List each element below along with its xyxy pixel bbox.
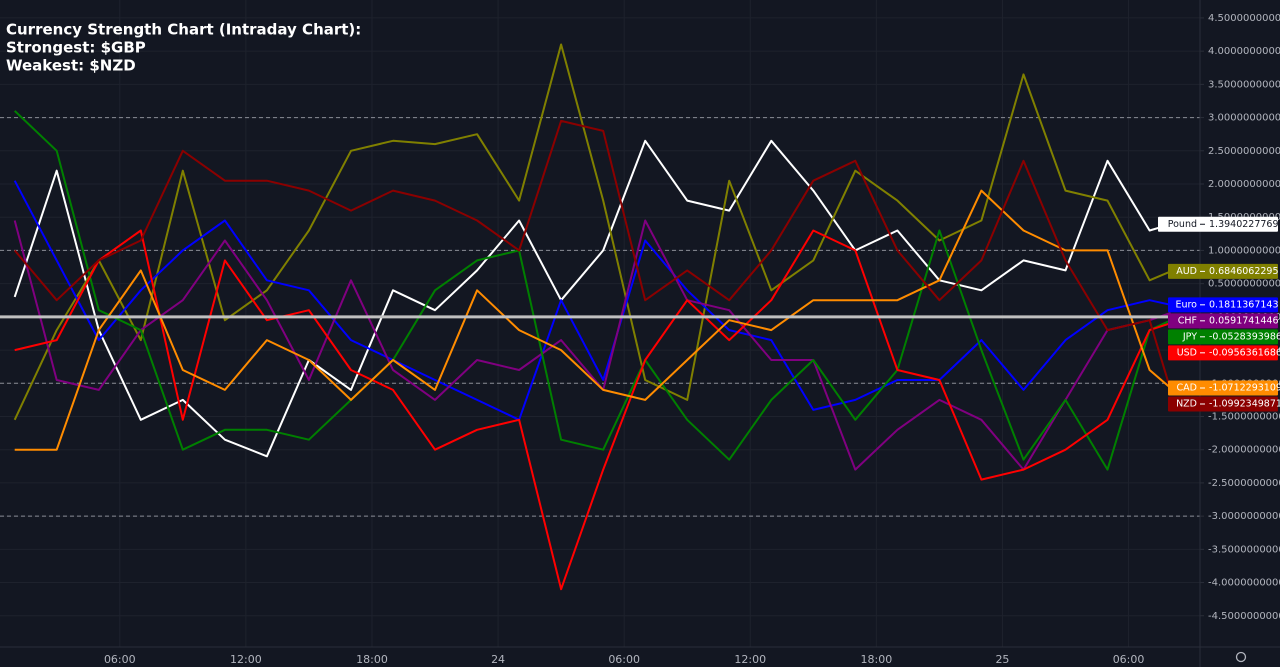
y-tick-label: -3.5000000000	[1208, 544, 1280, 555]
tag-box	[1168, 396, 1278, 412]
series-line	[14, 189, 1172, 451]
series-line	[13, 139, 1171, 458]
tag-box	[1168, 263, 1278, 279]
y-tick-label: -4.5000000000	[1208, 611, 1280, 622]
y-tick-label: 3.5000000000	[1208, 79, 1280, 90]
x-tick-label: 18:00	[861, 653, 893, 666]
y-tick-label: -3.0000000000	[1208, 511, 1280, 522]
value-tag: JPY -0.0528393986	[1168, 329, 1280, 345]
plot	[0, 43, 1200, 591]
value-label: -0.0956361686	[1209, 347, 1280, 358]
legend-label: USD	[1177, 347, 1197, 358]
chart-title: Currency Strength Chart (Intraday Chart)…	[6, 21, 361, 39]
legend-label: AUD	[1176, 266, 1197, 277]
tag-box	[1168, 345, 1278, 361]
value-label: 0.6846062295	[1209, 266, 1279, 277]
y-tick-label: -2.5000000000	[1208, 478, 1280, 489]
value-label: 0.0591741446	[1209, 315, 1279, 326]
x-tick-label: 24	[491, 653, 505, 666]
y-tick-label: 0.5000000000	[1208, 279, 1280, 290]
tag-box	[1168, 313, 1278, 329]
y-tick-label: -4.0000000000	[1208, 578, 1280, 589]
value-label: -1.0712293109	[1209, 383, 1280, 394]
value-label: 1.3940227769	[1209, 219, 1279, 230]
settings-icon[interactable]	[1235, 651, 1247, 663]
legend-label: Pound	[1168, 219, 1197, 230]
y-tick-label: 2.0000000000	[1208, 179, 1280, 190]
y-tick-label: 4.5000000000	[1208, 13, 1280, 24]
y-tick-label: 3.0000000000	[1208, 113, 1280, 124]
y-tick-label: 1.0000000000	[1208, 245, 1280, 256]
value-label: -0.0528393986	[1209, 331, 1280, 342]
value-tag: NZD -1.0992349871	[1168, 396, 1280, 412]
tag-box	[1168, 329, 1278, 345]
series-line	[14, 110, 1172, 471]
y-tick-label: -2.0000000000	[1208, 445, 1280, 456]
value-label: 0.1811367143	[1209, 299, 1279, 310]
tag-box	[1158, 216, 1278, 232]
x-tick-label: 12:00	[230, 653, 262, 666]
value-tag: AUD 0.6846062295	[1168, 263, 1279, 279]
value-tag: CAD -1.0712293109	[1168, 380, 1280, 396]
x-tick-label: 06:00	[608, 653, 640, 666]
value-label: -1.0992349871	[1209, 399, 1280, 410]
series-line	[14, 229, 1171, 591]
value-tag: CHF 0.0591741446	[1168, 313, 1279, 329]
legend-label: NZD	[1176, 399, 1197, 410]
series-line	[13, 119, 1172, 391]
x-tick-label: 18:00	[356, 653, 388, 666]
value-tag: Pound 1.3940227769	[1158, 216, 1279, 232]
series-line	[13, 180, 1171, 421]
series-line	[13, 43, 1171, 421]
x-tick-label: 06:00	[104, 653, 136, 666]
legend-label: CHF	[1178, 315, 1197, 326]
legend-label: Euro	[1175, 299, 1197, 310]
x-tick-label: 25	[995, 653, 1009, 666]
y-tick-label: 4.0000000000	[1208, 46, 1280, 57]
y-tick-label: 2.5000000000	[1208, 146, 1280, 157]
y-tick-label: -1.5000000000	[1208, 411, 1280, 422]
tag-box	[1168, 297, 1278, 313]
x-tick-label: 12:00	[734, 653, 766, 666]
value-tag: Euro 0.1811367143	[1168, 297, 1279, 313]
chart-subtitle: Weakest: $NZD	[6, 57, 136, 75]
x-tick-label: 06:00	[1113, 653, 1145, 666]
value-tags: Pound 1.3940227769 AUD 0.6846062295 Euro 0.18…	[1158, 216, 1280, 412]
legend-label: JPY	[1182, 331, 1197, 342]
tag-box	[1168, 380, 1278, 396]
value-tag: USD -0.0956361686	[1168, 345, 1280, 361]
legend-label: CAD	[1177, 383, 1197, 394]
chart-subtitle: Strongest: $GBP	[6, 39, 146, 57]
